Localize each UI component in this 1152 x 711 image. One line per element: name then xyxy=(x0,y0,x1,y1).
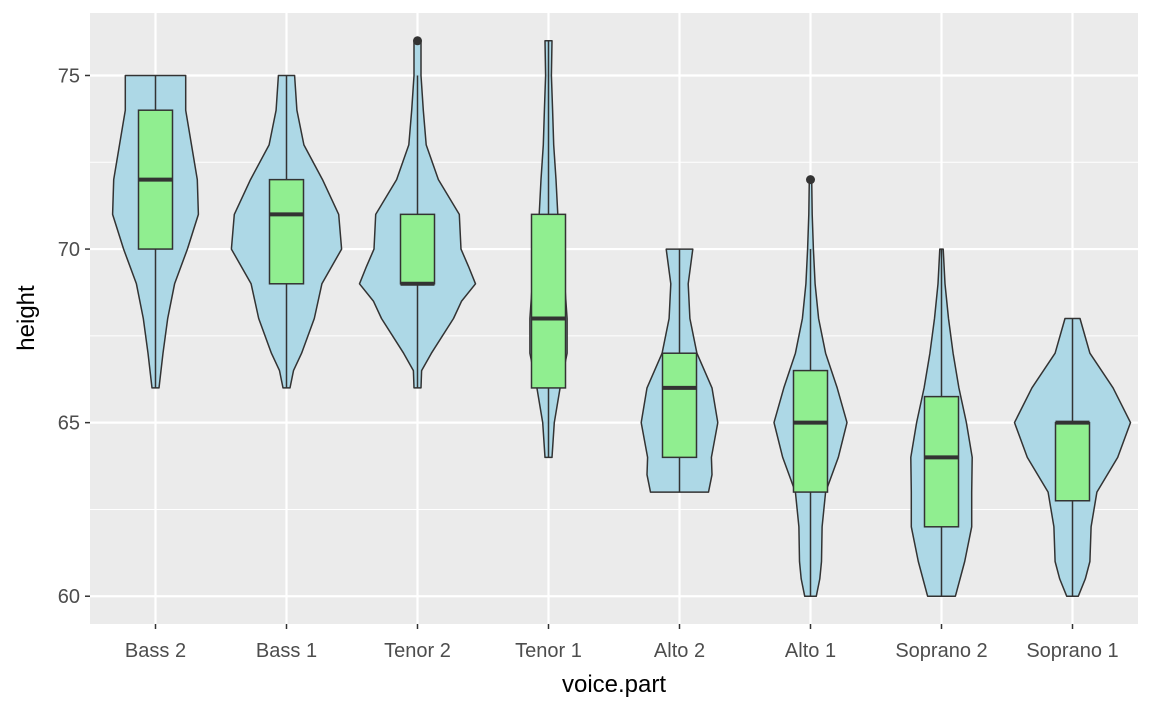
y-axis-title: height xyxy=(13,285,40,351)
box-bass-1 xyxy=(268,178,305,285)
plot-panel xyxy=(90,13,1138,624)
y-tick-label: 75 xyxy=(58,65,80,87)
x-tick-label: Alto 1 xyxy=(785,640,836,662)
outlier-point-tenor-2 xyxy=(413,36,422,46)
box-tenor-2 xyxy=(399,213,436,285)
box-tenor-1 xyxy=(530,213,567,389)
box-alto-1 xyxy=(792,369,829,493)
y-tick-label: 60 xyxy=(58,586,80,608)
x-axis-title: voice.part xyxy=(562,671,666,698)
x-tick-label: Bass 2 xyxy=(125,640,186,662)
x-tick-label: Bass 1 xyxy=(256,640,317,662)
box-alto-2 xyxy=(661,352,698,459)
x-tick-label: Soprano 2 xyxy=(895,640,987,662)
box-soprano-1 xyxy=(1054,421,1091,502)
x-tick-label: Alto 2 xyxy=(654,640,705,662)
x-tick-label: Soprano 1 xyxy=(1026,640,1118,662)
axes: 60 65 70 75 Bass 2 Bass 1 Tenor 2 Tenor 1 Alto 2… xyxy=(58,65,1119,662)
x-tick-label: Tenor 1 xyxy=(515,640,582,662)
box-soprano-2 xyxy=(923,395,960,528)
y-tick-label: 70 xyxy=(58,239,80,261)
y-tick-label: 65 xyxy=(58,413,80,435)
x-tick-label: Tenor 2 xyxy=(384,640,451,662)
boxplots xyxy=(137,36,1091,597)
outlier-point-alto-1 xyxy=(806,175,815,185)
